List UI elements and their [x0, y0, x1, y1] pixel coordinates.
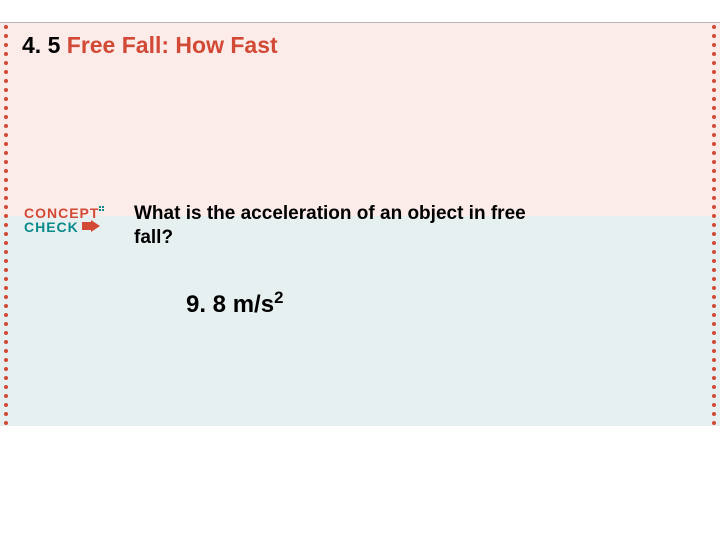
check-label: CHECK	[24, 220, 79, 234]
arrow-icon	[82, 220, 100, 234]
concept-check-badge: CONCEPT CHECK	[24, 206, 104, 234]
slide-title: 4. 5 Free Fall: How Fast	[22, 32, 278, 59]
slide: 4. 5 Free Fall: How Fast CONCEPT CHECK W…	[0, 0, 720, 540]
concept-label: CONCEPT	[24, 206, 99, 220]
answer-text: 9. 8 m/s2	[186, 288, 283, 319]
horizontal-rule	[0, 22, 720, 23]
dots-icon	[99, 206, 104, 211]
answer-value: 9. 8 m/s	[186, 291, 274, 318]
answer-exponent: 2	[274, 288, 283, 307]
question-text: What is the acceleration of an object in…	[134, 202, 534, 250]
section-name: Free Fall: How Fast	[67, 32, 278, 58]
section-number: 4. 5	[22, 32, 60, 58]
